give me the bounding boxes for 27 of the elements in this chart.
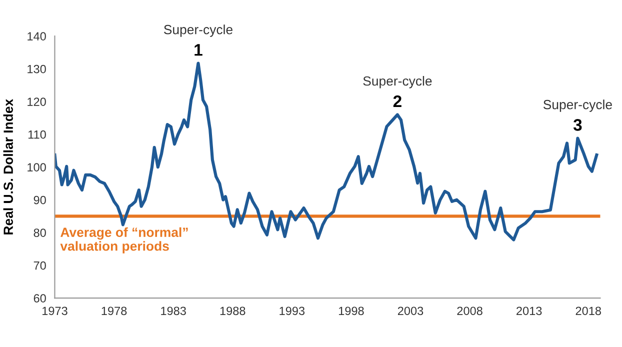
x-tick-label: 1988 — [220, 306, 246, 316]
y-tick-label: 100 — [28, 163, 46, 172]
y-tick-label: 60 — [34, 294, 46, 302]
x-tick-label: 1983 — [161, 306, 186, 316]
x-tick-label: 1978 — [102, 306, 127, 316]
x-tick-label: 1998 — [338, 306, 364, 316]
x-tick-label: 2013 — [516, 306, 542, 316]
annotation: Super-cycle — [363, 76, 432, 88]
y-tick-label: 140 — [28, 32, 46, 40]
y-tick-label: 120 — [28, 98, 46, 106]
y-tick-label: 70 — [34, 261, 46, 270]
y-axis-title: Real U.S. Dollar Index — [3, 98, 13, 234]
ref-line-label: Average of “normal” valuation periods — [60, 227, 188, 254]
x-tick-label: 2003 — [398, 306, 424, 316]
x-tick-label: 2008 — [457, 306, 482, 316]
x-tick-label: 2018 — [576, 306, 601, 316]
x-tick-label: 1973 — [42, 306, 68, 316]
annotation: Super-cycle — [164, 24, 232, 37]
annotation: 2 — [393, 95, 402, 108]
y-tick-label: 130 — [28, 64, 46, 74]
annotation: Super-cycle — [543, 100, 612, 112]
y-tick-label: 110 — [28, 130, 46, 139]
annotation: 1 — [194, 44, 202, 56]
x-tick-label: 1993 — [280, 306, 305, 316]
y-tick-label: 80 — [34, 228, 46, 237]
y-tick-label: 90 — [34, 196, 46, 204]
annotation: 3 — [573, 119, 582, 131]
